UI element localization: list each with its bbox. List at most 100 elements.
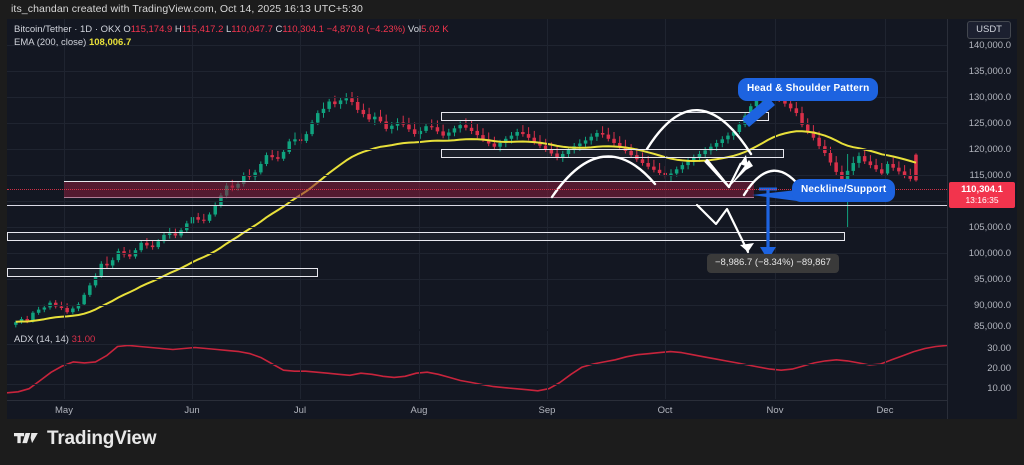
- current-price-value: 110,304.1: [961, 184, 1003, 195]
- measure-tooltip: −8,986.7 (−8.34%) −89,867: [707, 254, 839, 273]
- price-tick-label: 100,000.0: [968, 248, 1011, 259]
- legend-ohlc-row: Bitcoin/Tether · 1D · OKX O115,174.9 H11…: [14, 23, 449, 36]
- price-tick-label: 90,000.0: [974, 300, 1011, 311]
- price-tick-label: 120,000.0: [968, 144, 1011, 155]
- attribution-bar: its_chandan created with TradingView.com…: [0, 0, 1024, 19]
- gridline-horizontal: [7, 227, 947, 228]
- legend-sep: ·: [94, 24, 98, 35]
- gridline-horizontal: [7, 175, 947, 176]
- gridline-horizontal: [7, 364, 947, 365]
- legend-ema-label: EMA (200, close): [14, 37, 87, 48]
- candlestick-series: [14, 81, 918, 328]
- head-shoulder-callout-tail: [742, 97, 775, 127]
- time-tick-label: May: [55, 405, 73, 416]
- price-axis[interactable]: USDT 140,000.0 135,000.0 130,000.0 125,0…: [947, 19, 1017, 419]
- gridline-horizontal: [7, 71, 947, 72]
- price-tick-label: 130,000.0: [968, 92, 1011, 103]
- projection-zigzag-down[interactable]: [695, 203, 750, 254]
- left-shoulder-arc[interactable]: [550, 155, 657, 199]
- chart-legend[interactable]: Bitcoin/Tether · 1D · OKX O115,174.9 H11…: [14, 23, 449, 49]
- legend-volume-value: 5.02 K: [421, 24, 449, 35]
- support-box-left[interactable]: [7, 268, 318, 277]
- callout-head-shoulder[interactable]: Head & Shoulder Pattern: [738, 78, 879, 101]
- time-tick-label: Dec: [876, 405, 894, 416]
- neckline-callout-tail: [752, 190, 797, 201]
- legend-close-key: C: [275, 24, 283, 35]
- tradingview-wordmark: TradingView: [47, 428, 157, 449]
- gridline-vertical: [665, 19, 666, 329]
- legend-high-key: H: [174, 24, 182, 35]
- gridline-vertical: [419, 19, 420, 329]
- support-box-lower[interactable]: [7, 232, 845, 241]
- legend-low-value: 110,047.7: [231, 24, 273, 35]
- head-arc[interactable]: [645, 109, 753, 156]
- gridline-horizontal: [7, 279, 947, 280]
- legend-symbol[interactable]: Bitcoin/Tether: [14, 24, 72, 35]
- adx-name: ADX (14, 14): [14, 334, 69, 345]
- projection-arrow-up[interactable]: [729, 160, 753, 187]
- legend-high-value: 115,417.2: [181, 24, 224, 35]
- price-tick-label: 140,000.0: [968, 40, 1011, 51]
- tradingview-brand[interactable]: TradingView: [14, 428, 157, 450]
- adx-tick-label: 30.00: [987, 343, 1011, 354]
- footer-bar: TradingView: [0, 419, 1024, 465]
- gridline-vertical: [665, 331, 666, 399]
- legend-low-key: L: [226, 24, 232, 35]
- price-tick-label: 105,000.0: [968, 222, 1011, 233]
- chart-frame[interactable]: Head & Shoulder Pattern Neckline/Support…: [7, 19, 1017, 419]
- legend-open-value: 115,174.9: [130, 24, 173, 35]
- gridline-horizontal: [7, 97, 947, 98]
- gridline-vertical: [885, 331, 886, 399]
- projection-up-arrowhead: [740, 155, 748, 167]
- gridline-vertical: [300, 331, 301, 399]
- adx-tick-label: 20.00: [987, 363, 1011, 374]
- price-pane[interactable]: Head & Shoulder Pattern Neckline/Support…: [7, 19, 947, 329]
- projection-up-zigzag[interactable]: [704, 160, 742, 189]
- adx-legend[interactable]: ADX (14, 14) 31.00: [14, 334, 95, 345]
- currency-chip[interactable]: USDT: [967, 21, 1011, 39]
- time-tick-label: Oct: [657, 405, 673, 416]
- gridline-horizontal: [7, 45, 947, 46]
- measure-arrow-head: [760, 247, 776, 260]
- gridline-horizontal: [7, 384, 947, 385]
- gridline-horizontal: [7, 305, 947, 306]
- current-price-badge[interactable]: 110,304.1 13:16:35: [949, 182, 1015, 208]
- secondary-support-line[interactable]: [7, 205, 947, 206]
- time-tick-label: Sep: [538, 405, 556, 416]
- gridline-vertical: [64, 19, 65, 329]
- adx-value: 31.00: [71, 334, 96, 345]
- price-tick-label: 135,000.0: [968, 66, 1011, 77]
- legend-exchange[interactable]: OKX: [100, 24, 121, 35]
- legend-sep: ·: [74, 24, 78, 35]
- price-tick-label: 85,000.0: [974, 321, 1011, 332]
- tradingview-logo-icon: [14, 432, 38, 443]
- projection-down-arrowhead: [740, 243, 754, 252]
- legend-change: −4,870.8 (−4.23%): [326, 24, 406, 35]
- gridline-vertical: [64, 331, 65, 399]
- callout-neckline[interactable]: Neckline/Support: [792, 179, 896, 202]
- bar-countdown: 13:16:35: [965, 195, 999, 205]
- resistance-box-upper[interactable]: [441, 112, 769, 121]
- price-tick-label: 95,000.0: [974, 274, 1011, 285]
- gridline-vertical: [775, 331, 776, 399]
- legend-close-value: 110,304.1: [282, 24, 324, 35]
- gridline-vertical: [775, 19, 776, 329]
- legend-ema-row[interactable]: EMA (200, close) 108,006.7: [14, 36, 449, 49]
- gridline-vertical: [192, 19, 193, 329]
- gridline-vertical: [547, 19, 548, 329]
- gridline-vertical: [419, 331, 420, 399]
- price-tick-label: 125,000.0: [968, 118, 1011, 129]
- time-axis[interactable]: May Jun Jul Aug Sep Oct Nov Dec: [7, 400, 947, 419]
- legend-volume-key: Vol: [407, 24, 422, 35]
- legend-interval[interactable]: 1D: [80, 24, 93, 35]
- adx-tick-label: 10.00: [987, 383, 1011, 394]
- current-price-line: [7, 189, 947, 190]
- gridline-vertical: [192, 331, 193, 399]
- legend-open-key: O: [123, 24, 131, 35]
- gridline-horizontal: [7, 201, 947, 202]
- time-tick-label: Nov: [766, 405, 784, 416]
- legend-ema-value: 108,006.7: [88, 37, 132, 48]
- adx-pane[interactable]: ADX (14, 14) 31.00: [7, 331, 947, 399]
- gridline-vertical: [547, 331, 548, 399]
